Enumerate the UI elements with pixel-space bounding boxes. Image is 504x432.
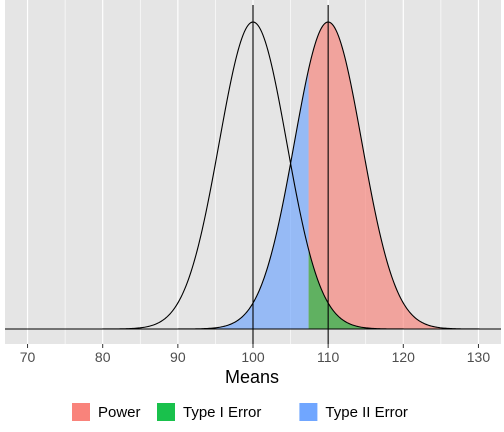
type-ii-error-area [5,69,309,329]
legend-key [299,403,318,421]
x-tick-label: 80 [95,349,111,365]
x-tick-label: 70 [20,349,36,365]
reference-lines [252,5,329,344]
legend-label: Power [98,404,141,421]
x-tick-label: 100 [241,349,265,365]
x-tick-label: 120 [392,349,416,365]
x-axis-title: Means [225,367,279,387]
legend-label: Type I Error [183,404,261,421]
legend: Power Type I Error Type II Error [72,403,408,421]
power-area [308,22,501,329]
legend-label: Type II Error [325,404,408,421]
x-tick-label: 130 [467,349,491,365]
x-tick-label: 110 [317,349,340,365]
x-axis-ticks: 70 80 90 100 110 120 130 [20,344,491,365]
legend-key [72,403,90,421]
x-tick-label: 90 [170,349,186,365]
legend-key [157,403,175,421]
